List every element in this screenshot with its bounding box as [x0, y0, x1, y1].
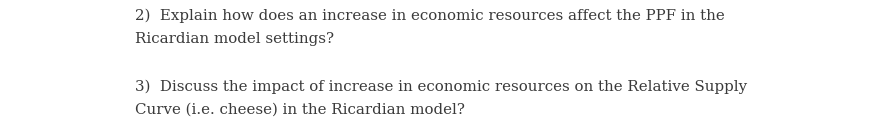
Text: Curve (i.e. cheese) in the Ricardian model?: Curve (i.e. cheese) in the Ricardian mod…: [135, 103, 465, 117]
Text: Ricardian model settings?: Ricardian model settings?: [135, 32, 334, 46]
Text: 3)  Discuss the impact of increase in economic resources on the Relative Supply: 3) Discuss the impact of increase in eco…: [135, 79, 747, 94]
Text: 2)  Explain how does an increase in economic resources affect the PPF in the: 2) Explain how does an increase in econo…: [135, 8, 725, 23]
